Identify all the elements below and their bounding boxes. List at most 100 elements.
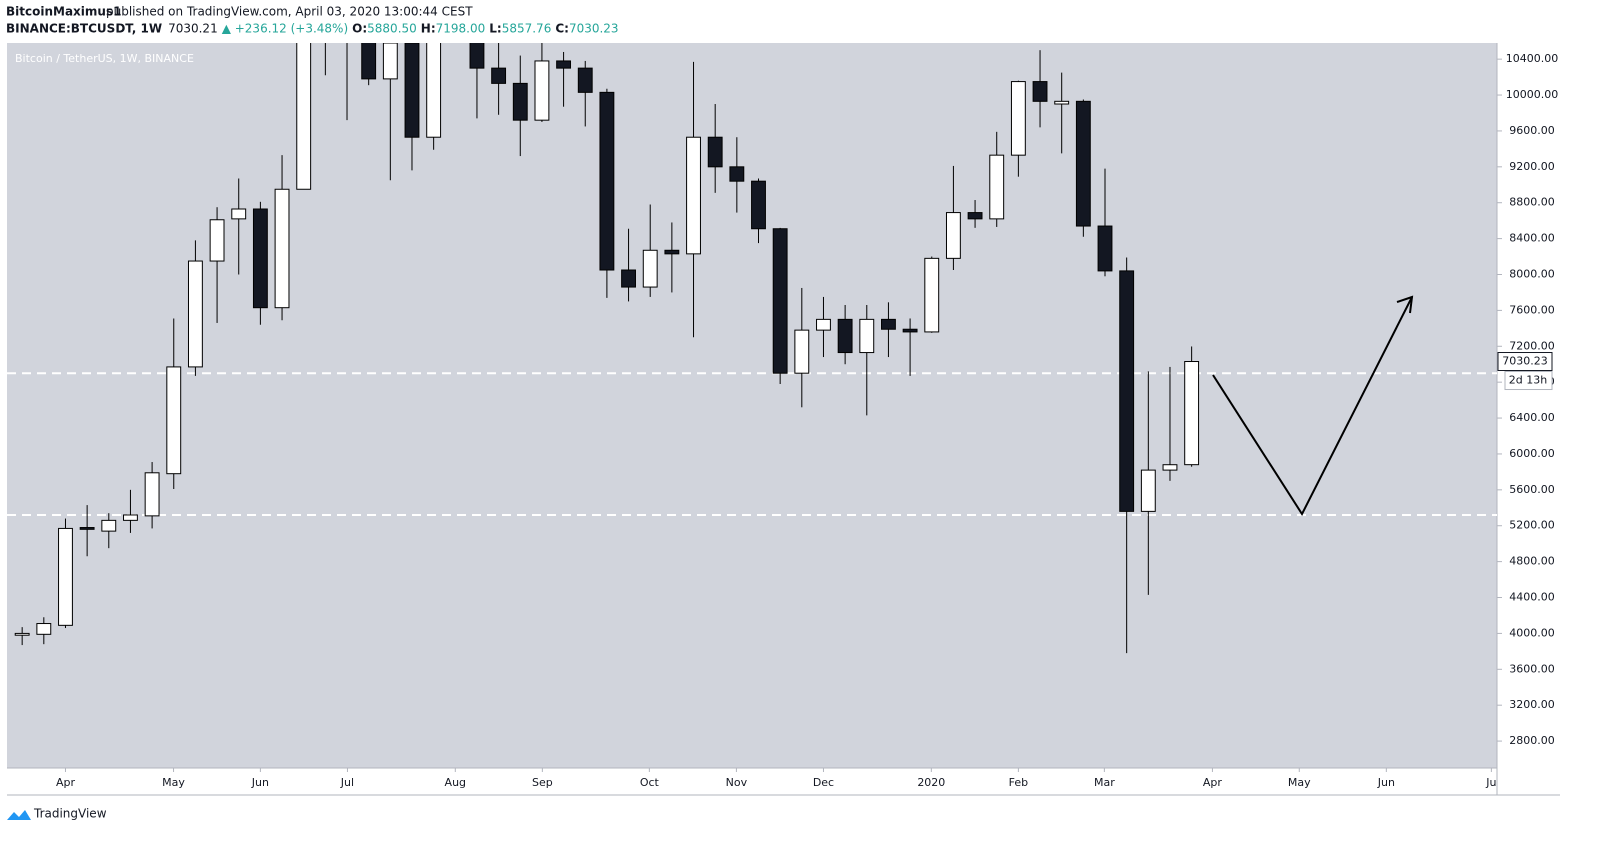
candle-body bbox=[837, 318, 853, 354]
candle-body bbox=[1054, 100, 1070, 105]
x-tick-label: Jun bbox=[1377, 776, 1395, 789]
x-tick-label: Nov bbox=[726, 776, 748, 789]
candle-body bbox=[729, 166, 745, 182]
ohlc-label: O: bbox=[352, 22, 367, 36]
candle-body bbox=[274, 188, 290, 309]
y-tick-label: 5200.00 bbox=[1509, 519, 1555, 532]
y-tick-label: 7200.00 bbox=[1509, 339, 1555, 352]
author: BitcoinMaximus1 bbox=[6, 5, 121, 19]
candles bbox=[7, 43, 1497, 654]
ohlc-value: 7030.23 bbox=[569, 22, 619, 36]
last-price-label: 7030.23 bbox=[1502, 355, 1548, 368]
candle-body bbox=[902, 328, 918, 333]
y-tick-label: 8000.00 bbox=[1509, 267, 1555, 280]
x-tick-label: Feb bbox=[1009, 776, 1028, 789]
candle-body bbox=[816, 318, 831, 331]
candle-body bbox=[144, 472, 160, 517]
y-tick-label: 8800.00 bbox=[1509, 196, 1555, 209]
candle-body bbox=[426, 43, 442, 138]
candle-body bbox=[989, 154, 1005, 220]
candle-body bbox=[101, 519, 117, 532]
candle-body bbox=[577, 67, 593, 93]
x-tick-label: Jun bbox=[251, 776, 269, 789]
y-tick-label: 3200.00 bbox=[1509, 698, 1555, 711]
candle-body bbox=[1032, 81, 1048, 102]
y-tick-label: 4800.00 bbox=[1509, 555, 1555, 568]
candle-body bbox=[296, 43, 312, 190]
candle-body bbox=[686, 136, 701, 255]
candle-body bbox=[945, 212, 961, 259]
y-tick-label: 10400.00 bbox=[1506, 52, 1559, 65]
candle-body bbox=[1162, 464, 1178, 471]
candle-body bbox=[772, 228, 788, 374]
candle-body bbox=[1097, 225, 1113, 272]
x-tick-label: May bbox=[1288, 776, 1311, 789]
candle-body bbox=[123, 514, 138, 521]
published: published on TradingView.com, April 03, … bbox=[106, 5, 473, 19]
y-tick-label: 6000.00 bbox=[1509, 447, 1555, 460]
candle-body bbox=[1119, 270, 1135, 512]
candle-body bbox=[469, 43, 485, 69]
plot-area bbox=[7, 43, 1497, 768]
y-tick-label: 10000.00 bbox=[1506, 88, 1559, 101]
x-tick-label: Aug bbox=[445, 776, 466, 789]
y-tick-label: 2800.00 bbox=[1509, 734, 1555, 747]
candle-body bbox=[404, 43, 420, 138]
symbol-line: BINANCE:BTCUSDT, 1W 7030.21 ▲ +236.12 (+3… bbox=[6, 22, 619, 36]
y-tick-label: 7600.00 bbox=[1509, 303, 1555, 316]
chart-title: Bitcoin / TetherUS, 1W, BINANCE bbox=[15, 52, 194, 65]
ohlc-label: L: bbox=[489, 22, 501, 36]
ohlc-label: C: bbox=[555, 22, 569, 36]
candle-body bbox=[187, 260, 203, 368]
y-tick-label: 5600.00 bbox=[1509, 483, 1555, 496]
candle-body bbox=[707, 136, 723, 168]
ohlc-label: H: bbox=[421, 22, 436, 36]
ohlc-value: 7198.00 bbox=[436, 22, 486, 36]
last-price-box bbox=[1497, 352, 1553, 372]
candle-body bbox=[1010, 81, 1026, 156]
x-tick-label: Mar bbox=[1094, 776, 1115, 789]
x-tick-label: Dec bbox=[813, 776, 834, 789]
last-price: 7030.21 bbox=[168, 22, 218, 36]
x-tick-label: Jul bbox=[340, 776, 354, 789]
y-tick-label: 4000.00 bbox=[1509, 626, 1555, 639]
candle-body bbox=[664, 249, 680, 255]
candle-body bbox=[1075, 100, 1091, 227]
candle-body bbox=[361, 43, 377, 80]
candle-body bbox=[491, 67, 507, 84]
x-tick-label: Sep bbox=[532, 776, 553, 789]
candle-body bbox=[36, 623, 52, 635]
candle-body bbox=[599, 91, 615, 271]
x-tick-label: Apr bbox=[1203, 776, 1223, 789]
candle-body bbox=[1140, 469, 1156, 512]
countdown-label: 2d 13h bbox=[1509, 374, 1547, 387]
candle-body bbox=[252, 208, 268, 309]
candle-body bbox=[751, 180, 766, 230]
candle-body bbox=[166, 366, 182, 475]
arrow-head bbox=[1396, 295, 1414, 314]
y-tick-label: 9600.00 bbox=[1509, 124, 1555, 137]
candle-body bbox=[58, 527, 73, 626]
y-tick-label: 8400.00 bbox=[1509, 232, 1555, 245]
countdown-box bbox=[1504, 371, 1553, 391]
candle-body bbox=[534, 60, 550, 121]
candle-body bbox=[14, 632, 30, 636]
arrow-annotation bbox=[1212, 295, 1414, 517]
y-tick-label: 9200.00 bbox=[1509, 160, 1555, 173]
candle-body bbox=[794, 329, 810, 374]
candle-body bbox=[556, 60, 572, 69]
candle-body bbox=[881, 318, 896, 330]
arrow-path bbox=[1212, 296, 1413, 517]
candle-body bbox=[859, 318, 875, 354]
candle-body bbox=[382, 43, 398, 80]
price-change: ▲ +236.12 (+3.48%) bbox=[222, 22, 348, 36]
ohlc-value: 5880.50 bbox=[367, 22, 417, 36]
logo: TradingView bbox=[7, 807, 107, 821]
x-tick-label: Ju bbox=[1485, 776, 1496, 789]
x-tick-label: 2020 bbox=[917, 776, 945, 789]
candle-body bbox=[209, 219, 225, 262]
brand: TradingView bbox=[33, 807, 107, 821]
ohlc-value: 5857.76 bbox=[502, 22, 552, 36]
candle-body bbox=[621, 269, 636, 288]
